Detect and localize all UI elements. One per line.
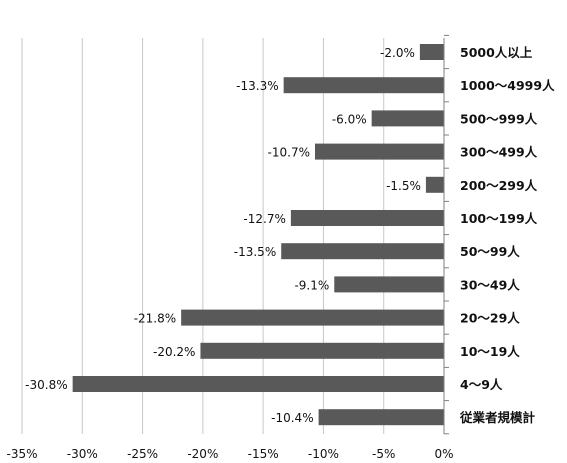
data-label: -6.0% xyxy=(332,112,367,126)
data-label: -13.3% xyxy=(236,79,278,93)
data-labels: -2.0% -13.3% -6.0% -10.7% -1.5% -12.7% -13.5% -… xyxy=(25,46,421,425)
x-tick-label: -10% xyxy=(308,447,339,461)
data-label: -13.5% xyxy=(234,245,276,259)
bar xyxy=(318,409,444,426)
bar xyxy=(334,276,444,293)
category-label: 20～29人 xyxy=(460,311,520,326)
category-label: 10～19人 xyxy=(460,344,520,359)
x-tick-label: -25% xyxy=(127,447,158,461)
data-label: -2.0% xyxy=(380,46,415,60)
gridlines xyxy=(21,38,385,434)
value-axis xyxy=(443,34,449,435)
category-label: 5000人以上 xyxy=(460,45,533,60)
category-label: 4～9人 xyxy=(460,377,503,392)
bar xyxy=(283,77,444,94)
bar xyxy=(181,309,444,326)
x-tick-label: -15% xyxy=(248,447,279,461)
bars xyxy=(72,44,444,426)
bar xyxy=(371,110,444,127)
bar xyxy=(290,210,444,226)
category-label: 100～199人 xyxy=(460,211,538,226)
data-label: -10.7% xyxy=(268,146,310,160)
category-label: 500～999人 xyxy=(460,111,538,126)
x-tick-label: 0% xyxy=(434,447,453,461)
data-label: -12.7% xyxy=(243,212,285,226)
data-label: -9.1% xyxy=(294,278,329,292)
category-label: 300～499人 xyxy=(460,145,538,160)
bar xyxy=(425,176,444,193)
category-label: 200～299人 xyxy=(460,178,538,193)
category-label: 従業者規模計 xyxy=(459,410,536,425)
data-label: -20.2% xyxy=(153,345,195,359)
data-label: -30.8% xyxy=(25,378,67,392)
x-tick-label: -35% xyxy=(6,447,37,461)
x-tick-label: -5% xyxy=(372,447,395,461)
data-label: -1.5% xyxy=(386,179,421,193)
category-labels: 5000人以上 1000～4999人 500～999人 300～499人 200～299… xyxy=(459,45,555,425)
x-tick-label: -20% xyxy=(187,447,218,461)
bar xyxy=(200,342,444,359)
category-label: 1000～4999人 xyxy=(460,78,555,93)
category-label: 30～49人 xyxy=(460,277,520,292)
category-label: 50～99人 xyxy=(460,244,520,259)
bar xyxy=(314,143,444,160)
bar xyxy=(419,44,444,60)
data-label: -21.8% xyxy=(134,312,176,326)
bar xyxy=(72,376,444,392)
data-label: -10.4% xyxy=(271,411,313,425)
x-tick-labels: -35% -30% -25% -20% -15% -10% -5% 0% xyxy=(6,447,453,461)
bar xyxy=(281,243,444,260)
x-tick-label: -30% xyxy=(67,447,98,461)
